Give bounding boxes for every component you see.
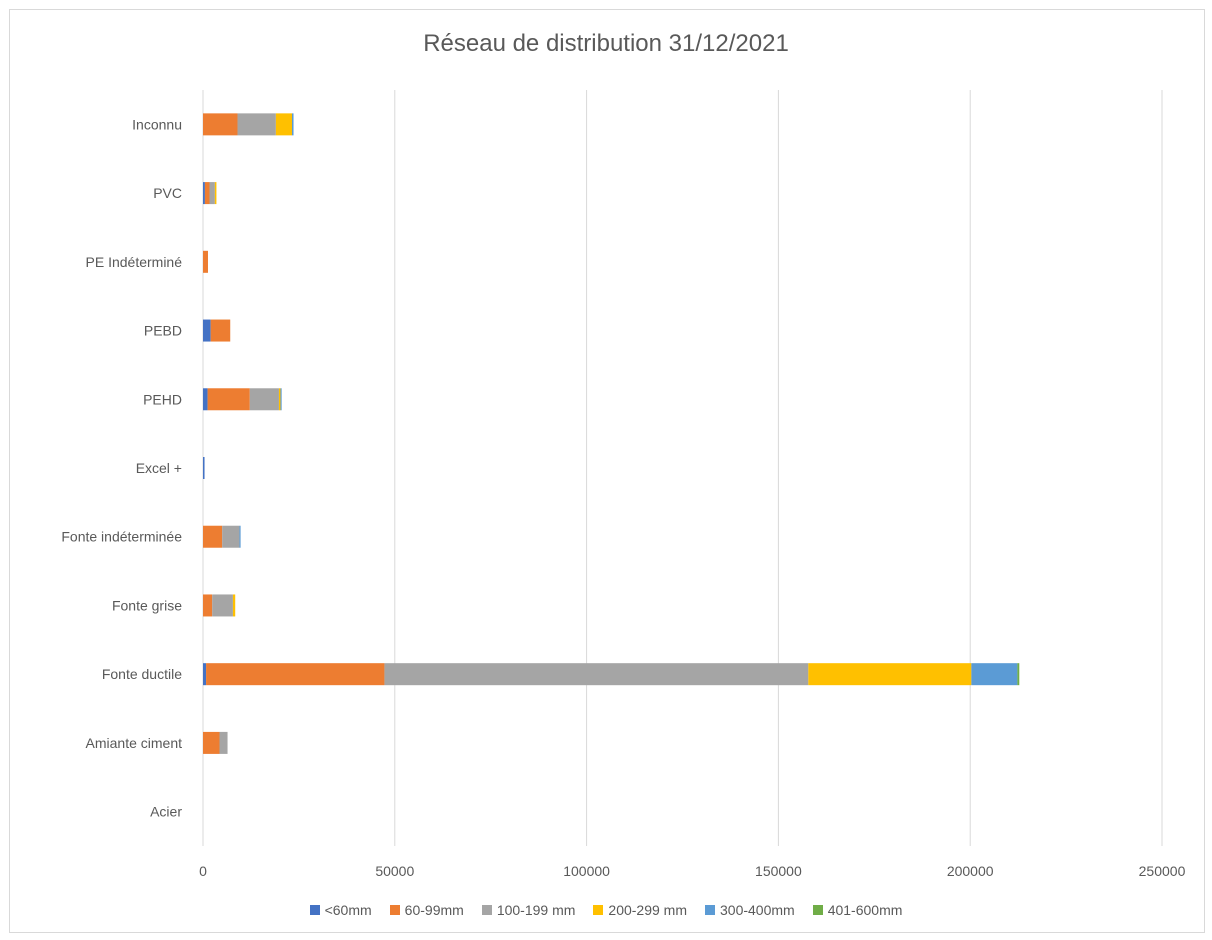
- bar-segment: [203, 250, 208, 273]
- x-tick-label: 150000: [755, 863, 802, 879]
- legend: <60mm 60-99mm 100-199 mm 200-299 mm 300-400m…: [0, 902, 1212, 918]
- bar-segment: [222, 525, 240, 548]
- legend-item: 401-600mm: [812, 902, 903, 918]
- bar-segment: [219, 731, 228, 754]
- legend-swatch: [309, 905, 320, 915]
- bar-segment: [237, 113, 276, 136]
- bar-segment: [203, 113, 238, 136]
- y-category-label: PE Indéterminé: [86, 254, 183, 270]
- legend-label: <60mm: [324, 902, 372, 918]
- legend-swatch: [593, 905, 604, 915]
- y-category-label: Fonte indéterminée: [61, 529, 182, 545]
- legend-swatch: [389, 905, 400, 915]
- bar-segment: [203, 182, 205, 205]
- bar-segment: [971, 663, 1018, 686]
- bar-segment: [212, 594, 233, 617]
- bar-segment: [207, 388, 250, 411]
- y-category-label: Inconnu: [132, 116, 182, 132]
- bar-segment: [278, 388, 281, 411]
- bar-segment: [214, 182, 217, 205]
- y-category-label: Acier: [150, 804, 182, 820]
- y-category-label: Fonte grise: [112, 597, 182, 613]
- bar-segment: [203, 457, 205, 479]
- bar-segment: [239, 525, 241, 548]
- x-tick-label: 200000: [947, 863, 994, 879]
- bar-segment: [203, 388, 208, 411]
- bar-segment: [203, 663, 207, 686]
- legend-label: 60-99mm: [404, 902, 464, 918]
- bar-segment: [204, 182, 210, 205]
- y-category-label: PEHD: [143, 391, 182, 407]
- bar-segment: [203, 525, 223, 548]
- x-tick-label: 50000: [375, 863, 414, 879]
- bar-segment: [206, 663, 385, 686]
- legend-label: 100-199 mm: [496, 902, 576, 918]
- legend-swatch: [812, 905, 823, 915]
- bar-segment: [384, 663, 809, 686]
- chart-area: [9, 9, 1205, 933]
- chart-title: Réseau de distribution 31/12/2021: [423, 30, 789, 57]
- bar-segment: [232, 594, 236, 617]
- y-category-label: PVC: [153, 185, 182, 201]
- bar-segment: [280, 388, 282, 411]
- y-category-label: Fonte ductile: [102, 666, 182, 682]
- legend-swatch: [481, 905, 492, 915]
- bar-segment: [291, 113, 294, 136]
- bar-segment: [203, 319, 211, 342]
- y-category-label: Amiante ciment: [86, 735, 183, 751]
- legend-label: 401-600mm: [827, 902, 903, 918]
- bar-segment: [808, 663, 972, 686]
- y-category-label: Excel +: [136, 460, 182, 476]
- legend-item: 100-199 mm: [481, 902, 576, 918]
- bar-segment: [275, 113, 292, 136]
- legend-label: 300-400mm: [720, 902, 795, 918]
- bar-segment: [210, 319, 231, 342]
- legend-item: 60-99mm: [389, 902, 464, 918]
- y-category-label: PEBD: [144, 323, 182, 339]
- x-tick-label: 250000: [1139, 863, 1186, 879]
- bar-segment: [203, 731, 220, 754]
- bar-segment: [1017, 663, 1020, 686]
- bar-segment: [209, 182, 215, 205]
- x-tick-label: 0: [199, 863, 207, 879]
- legend-label: 200-299 mm: [608, 902, 687, 918]
- legend-swatch: [705, 905, 715, 915]
- bar-segment: [203, 594, 213, 617]
- legend-item: <60mm: [309, 902, 372, 918]
- legend-item: 300-400mm: [705, 902, 795, 918]
- x-tick-label: 100000: [563, 863, 610, 879]
- bar-segment: [249, 388, 279, 411]
- legend-item: 200-299 mm: [593, 902, 687, 918]
